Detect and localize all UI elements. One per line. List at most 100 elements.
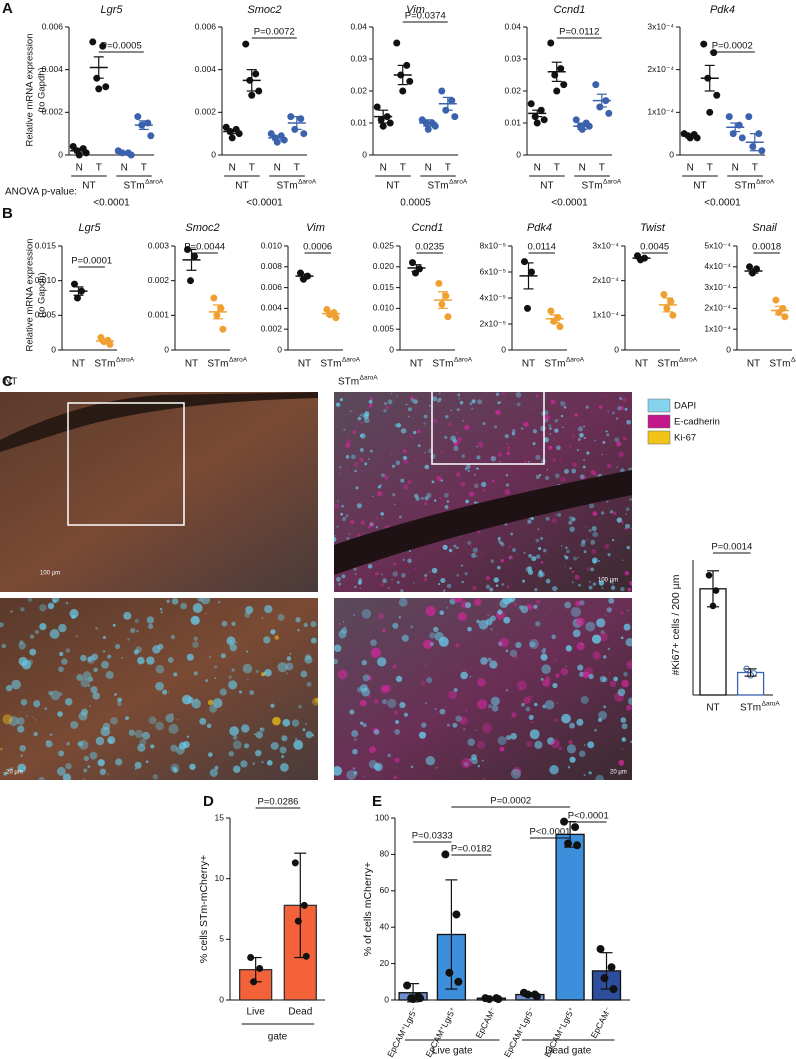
speckle — [270, 741, 279, 750]
speckle — [56, 766, 66, 776]
x-tick-label: T — [752, 163, 758, 174]
speckle — [393, 775, 398, 780]
speckle — [598, 405, 603, 409]
y-tick-label: 20 — [380, 958, 390, 968]
y-tick-label: 0.005 — [35, 310, 57, 320]
speckle — [410, 398, 415, 403]
panel-label: E — [372, 793, 382, 810]
speckle — [312, 697, 318, 706]
speckle — [592, 560, 596, 564]
speckle — [569, 526, 575, 532]
speckle — [440, 451, 444, 454]
speckle — [576, 642, 585, 651]
speckle — [459, 716, 468, 725]
data-point — [452, 910, 461, 919]
speckle — [359, 457, 364, 462]
speckle — [417, 429, 421, 434]
data-point — [660, 291, 668, 299]
y-axis-label: (to Gapdh) — [37, 67, 48, 112]
speckle — [584, 744, 586, 746]
speckle — [592, 582, 597, 586]
speckle — [346, 770, 357, 780]
speckle — [554, 660, 557, 662]
y-tick-label: 0.004 — [195, 64, 217, 74]
speckle — [146, 656, 155, 665]
panel-label: B — [2, 205, 13, 222]
speckle — [535, 599, 541, 605]
chart-title: Twist — [640, 222, 666, 234]
p-value: P=0.0001 — [71, 256, 112, 267]
speckle — [272, 716, 281, 726]
superscript: ΔaroA — [229, 357, 248, 364]
speckle — [439, 708, 446, 715]
speckle — [446, 500, 450, 503]
superscript: ΔaroA — [449, 179, 468, 186]
speckle — [614, 437, 620, 443]
speckle — [629, 498, 632, 501]
speckle — [392, 664, 397, 669]
speckle — [407, 558, 412, 564]
speckle — [434, 499, 437, 502]
speckle — [480, 553, 482, 555]
data-point — [710, 49, 718, 57]
speckle — [200, 598, 211, 605]
speckle — [590, 469, 596, 475]
speckle — [589, 580, 592, 583]
speckle — [29, 648, 37, 656]
chart-title: Smoc2 — [185, 222, 219, 234]
speckle — [545, 476, 550, 481]
speckle — [398, 598, 408, 607]
scale-bar-label: 20 µm — [610, 770, 627, 776]
speckle — [565, 546, 568, 549]
speckle — [373, 729, 380, 735]
speckle — [506, 451, 510, 456]
panel-label: D — [203, 793, 214, 810]
x-tick-label: STm — [94, 359, 115, 370]
data-point — [540, 116, 548, 124]
data-point — [713, 91, 721, 99]
x-tick-label: EpCAM⁻ — [589, 1005, 614, 1040]
speckle — [473, 473, 477, 476]
speckle — [383, 684, 392, 693]
data-point — [217, 304, 225, 312]
speckle — [359, 699, 367, 707]
speckle — [229, 643, 238, 652]
speckle — [58, 666, 64, 672]
speckle — [609, 680, 617, 688]
speckle — [444, 505, 449, 509]
superscript: ΔaroA — [756, 179, 775, 186]
y-tick-label: 2x10⁻⁵ — [480, 318, 506, 328]
speckle — [620, 586, 625, 592]
speckle — [354, 770, 357, 774]
x-tick-label: N — [229, 163, 236, 174]
speckle — [543, 410, 549, 415]
speckle — [586, 538, 588, 540]
speckle — [579, 432, 584, 438]
y-tick-label: 80 — [380, 849, 390, 859]
data-point — [444, 313, 452, 321]
y-tick-label: 0 — [669, 149, 674, 159]
speckle — [492, 479, 495, 483]
speckle — [572, 462, 577, 467]
speckle — [520, 427, 524, 430]
speckle — [499, 540, 503, 545]
speckle — [553, 659, 556, 662]
speckle — [563, 554, 567, 558]
x-axis-label: gate — [268, 1032, 288, 1043]
speckle — [560, 414, 564, 418]
y-tick-label: 1x10⁻⁴ — [647, 107, 674, 117]
speckle — [513, 602, 518, 607]
speckle — [18, 656, 28, 666]
speckle — [228, 751, 234, 757]
speckle — [601, 587, 604, 589]
inset-box — [67, 402, 185, 526]
speckle — [370, 647, 382, 658]
data-point — [547, 39, 555, 47]
speckle — [80, 678, 90, 688]
speckle — [495, 410, 501, 416]
speckle — [364, 411, 370, 417]
y-axis-label: #Ki67+ cells / 200 µm — [670, 574, 682, 675]
speckle — [505, 483, 510, 487]
speckle — [547, 737, 555, 745]
y-tick-label: 0.006 — [261, 282, 283, 292]
